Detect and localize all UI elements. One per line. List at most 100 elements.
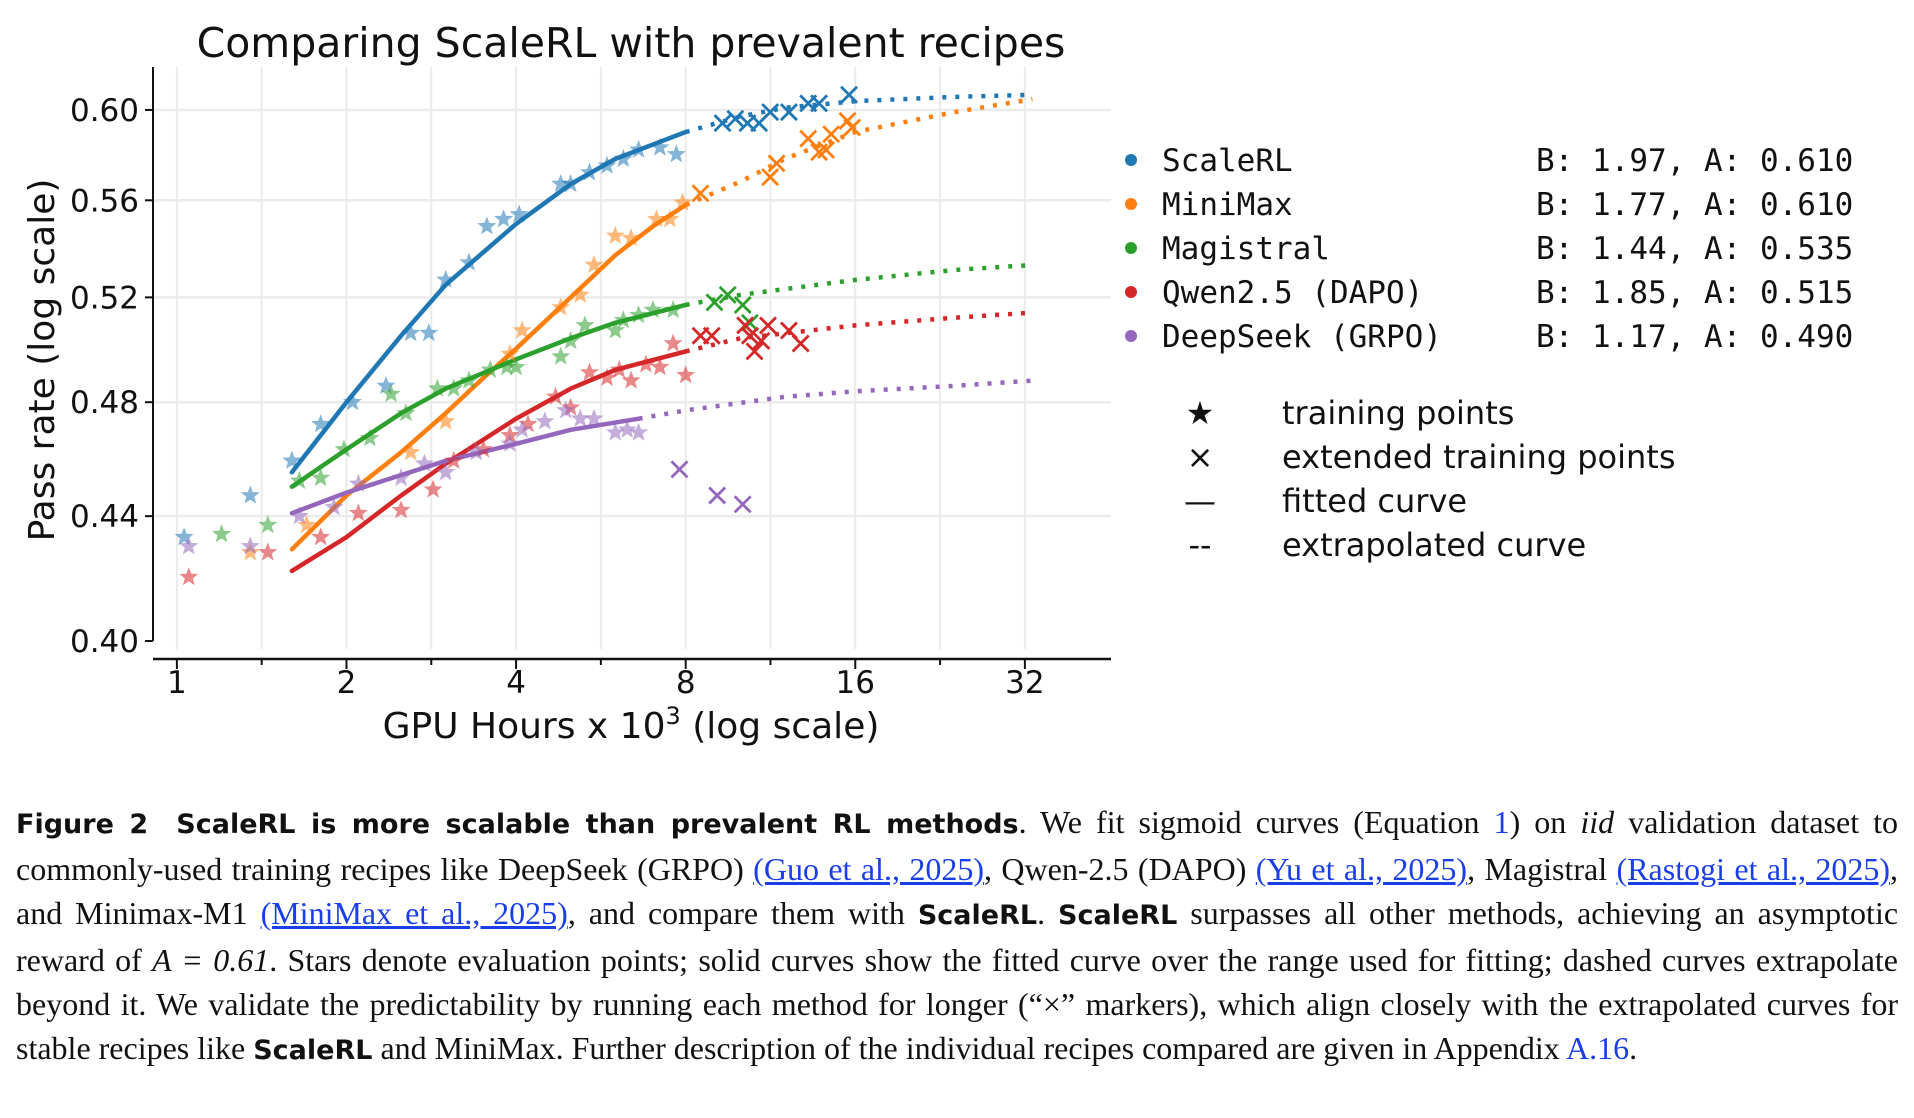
training-point-qwen2-5-dapo xyxy=(258,542,278,561)
training-point-scalerl xyxy=(551,174,571,193)
extended-point-minimax xyxy=(822,125,841,144)
caption-text: , Magistral xyxy=(1467,851,1617,887)
training-point-scalerl xyxy=(174,527,194,546)
citation-link[interactable]: (MiniMax et al., 2025) xyxy=(260,895,568,931)
extended-point-deepseek-grpo xyxy=(708,486,727,505)
training-point-magistral xyxy=(289,470,309,489)
training-point-magistral xyxy=(663,300,683,319)
extended-point-magistral xyxy=(740,313,759,332)
caption-equation: A = 0.61 xyxy=(152,942,270,978)
training-point-magistral xyxy=(427,378,447,397)
y-tick-label: 0.52 xyxy=(70,280,139,316)
caption-title: ScaleRL is more scalable than prevalent … xyxy=(176,809,1019,840)
training-point-qwen2-5-dapo xyxy=(348,503,368,522)
caption-text: validation dataset to commonly-used trai… xyxy=(16,804,1899,887)
extended-point-scalerl xyxy=(810,94,829,113)
caption-bold: ScaleRL xyxy=(253,1035,373,1066)
extended-point-magistral xyxy=(705,293,724,312)
training-point-qwen2-5-dapo xyxy=(580,362,599,381)
training-point-qwen2-5-dapo xyxy=(391,500,411,519)
extended-point-qwen2-5-dapo xyxy=(702,326,721,345)
fitted-curve-deepseek-grpo xyxy=(289,416,641,516)
training-point-magistral xyxy=(212,524,231,543)
training-point-deepseek-grpo xyxy=(617,419,637,438)
training-point-scalerl xyxy=(509,204,529,223)
citation-link[interactable]: (Guo et al., 2025) xyxy=(753,851,985,887)
scaling-chart: 0.40 0.44 0.48 0.52 0.56 0.60 1 2 4 8 16 32 Compari… xyxy=(22,19,1853,747)
x-tick-label: 32 xyxy=(1005,665,1044,701)
appendix-link[interactable]: A.16 xyxy=(1565,1030,1630,1066)
legend-marker xyxy=(1125,330,1137,342)
extended-point-minimax xyxy=(691,184,710,203)
training-point-minimax xyxy=(647,209,666,228)
legend-series-params: B: 1.17, A: 0.490 xyxy=(1536,319,1853,355)
equation-link[interactable]: 1 xyxy=(1493,804,1510,840)
training-point-magistral xyxy=(561,330,581,349)
legend-series-name: MiniMax xyxy=(1162,187,1293,223)
training-point-deepseek-grpo xyxy=(436,462,456,481)
training-point-minimax xyxy=(660,209,680,228)
legend-marker xyxy=(1125,286,1137,298)
training-point-magistral xyxy=(381,384,401,403)
training-point-qwen2-5-dapo xyxy=(676,365,696,384)
training-point-magistral xyxy=(360,428,380,447)
training-point-deepseek-grpo xyxy=(240,536,260,555)
x-tick-label: 8 xyxy=(676,665,696,701)
legend-marker xyxy=(1125,242,1137,254)
training-point-scalerl xyxy=(401,323,421,342)
training-point-minimax xyxy=(436,411,456,430)
citation-link[interactable]: (Rastogi et al., 2025) xyxy=(1616,851,1891,887)
y-tick-label: 0.44 xyxy=(70,499,139,535)
training-point-minimax xyxy=(621,228,641,247)
legend-series-params: B: 1.77, A: 0.610 xyxy=(1536,187,1853,223)
training-point-qwen2-5-dapo xyxy=(473,439,493,458)
training-point-qwen2-5-dapo xyxy=(444,450,464,469)
legend-marker xyxy=(1125,198,1137,210)
training-point-qwen2-5-dapo xyxy=(636,354,656,373)
extended-point-qwen2-5-dapo xyxy=(740,326,759,345)
points xyxy=(174,85,862,586)
training-point-minimax xyxy=(240,542,260,561)
training-point-deepseek-grpo xyxy=(500,433,520,452)
training-point-scalerl xyxy=(494,209,513,228)
training-point-scalerl xyxy=(282,450,302,469)
training-point-qwen2-5-dapo xyxy=(518,414,538,433)
training-point-minimax xyxy=(605,225,625,244)
training-point-deepseek-grpo xyxy=(348,473,368,492)
extended-point-magistral xyxy=(718,285,737,304)
figure-caption: Figure 2 ScaleRL is more scalable than p… xyxy=(16,800,1898,1073)
training-point-minimax xyxy=(401,442,421,461)
fitted-curve-minimax xyxy=(289,202,688,552)
extended-point-qwen2-5-dapo xyxy=(791,334,810,353)
training-point-deepseek-grpo xyxy=(414,453,434,472)
training-point-qwen2-5-dapo xyxy=(663,333,683,352)
training-point-deepseek-grpo xyxy=(391,468,411,487)
y-tick-label: 0.56 xyxy=(70,183,139,219)
extended-point-deepseek-grpo xyxy=(733,495,752,514)
caption-text: and MiniMax. Further description of the … xyxy=(372,1030,1566,1066)
extrapolated-curve-minimax xyxy=(684,96,1033,208)
extended-point-qwen2-5-dapo xyxy=(759,316,777,335)
citation-link[interactable]: (Yu et al., 2025) xyxy=(1255,851,1468,887)
legend-series-name: Magistral xyxy=(1162,231,1330,267)
caption-text: . Stars denote evaluation points; solid … xyxy=(16,942,1899,1066)
training-point-magistral xyxy=(334,439,354,458)
curves xyxy=(289,92,1033,574)
training-point-scalerl xyxy=(311,414,331,433)
extended-point-minimax xyxy=(799,129,818,148)
training-point-scalerl xyxy=(376,375,396,394)
caption-text: , Qwen-2.5 (DAPO) xyxy=(984,851,1256,887)
legend-marker-label: extended training points xyxy=(1282,438,1675,476)
training-point-magistral xyxy=(497,357,517,376)
training-point-magistral xyxy=(396,403,416,422)
training-point-scalerl xyxy=(597,155,617,174)
training-point-magistral xyxy=(613,310,633,329)
training-point-qwen2-5-dapo xyxy=(597,367,617,386)
legend-marker xyxy=(1125,154,1137,166)
training-point-magistral xyxy=(629,305,649,324)
training-point-deepseek-grpo xyxy=(179,536,199,555)
extrapolated-curve-magistral xyxy=(685,262,1033,308)
training-point-scalerl xyxy=(629,139,649,158)
legend-marker-symbol: — xyxy=(1184,482,1216,520)
legend-marker-symbol: -- xyxy=(1188,526,1211,564)
